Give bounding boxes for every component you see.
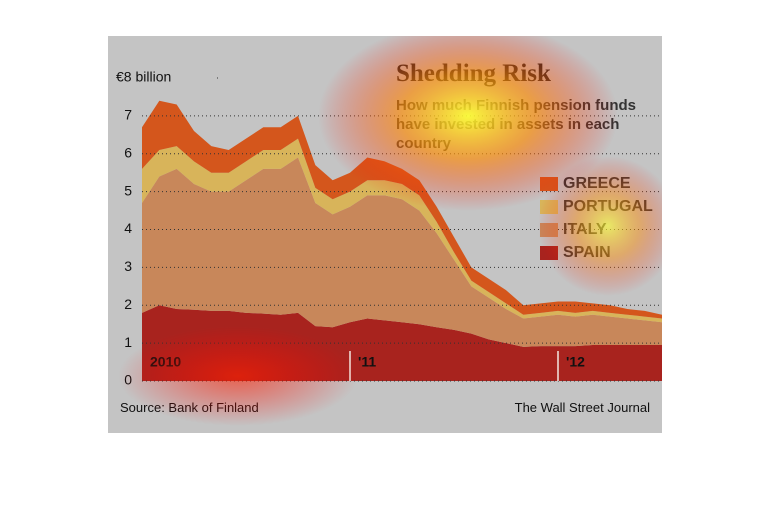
x-tick-label: '11	[358, 354, 376, 370]
credit: The Wall Street Journal	[514, 400, 650, 415]
x-tick-label: 2010	[150, 354, 181, 370]
y-tick-label: €8 billion	[116, 69, 171, 85]
legend-label: ITALY	[563, 220, 607, 238]
x-tick-label: '12	[566, 354, 585, 370]
legend-item: PORTUGAL	[540, 195, 653, 218]
y-tick-label: 0	[124, 372, 132, 388]
legend-swatch	[540, 176, 558, 191]
y-tick-label: 6	[124, 144, 132, 160]
legend-item: ITALY	[540, 218, 653, 241]
legend-swatch	[540, 245, 558, 260]
y-tick-label: 7	[124, 107, 132, 123]
legend-item: GREECE	[540, 172, 653, 195]
legend-label: GREECE	[563, 174, 631, 192]
legend-label: PORTUGAL	[563, 197, 653, 215]
legend-item: SPAIN	[540, 241, 653, 264]
y-tick-label: 5	[124, 182, 132, 198]
legend: GREECE PORTUGAL ITALY SPAIN	[540, 172, 653, 264]
y-tick-label: 1	[124, 334, 132, 350]
source: Source: Bank of Finland	[120, 400, 259, 415]
chart-frame: 0 1 2 3 4 5 6 7 €8 billion 2010 '11 '12 Shedding Ri…	[108, 36, 662, 433]
legend-swatch	[540, 199, 558, 214]
area	[142, 157, 662, 347]
y-tick-label: 2	[124, 296, 132, 312]
y-tick-label: 3	[124, 258, 132, 274]
chart-subtitle: How much Finnish pension funds have inve…	[396, 97, 636, 152]
legend-label: SPAIN	[563, 243, 611, 261]
legend-swatch	[540, 222, 558, 237]
chart-title: Shedding Risk	[396, 60, 551, 87]
y-tick-label: 4	[124, 220, 132, 236]
